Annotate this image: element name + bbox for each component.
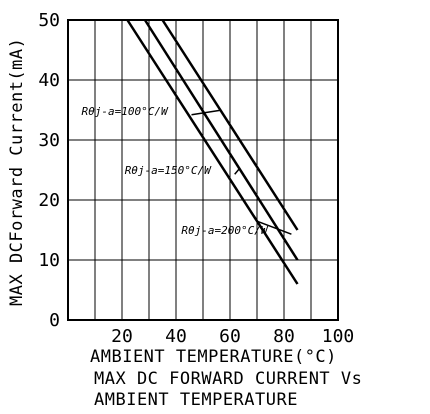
y-tick-label: 40 <box>38 70 60 91</box>
y-tick-labels: 0 10 20 30 40 50 <box>38 10 60 331</box>
x-tick-label: 20 <box>111 326 133 347</box>
y-tick-label: 10 <box>38 250 60 271</box>
series-line-0 <box>161 19 299 231</box>
y-tick-label: 0 <box>49 310 60 331</box>
x-tick-label: 40 <box>165 326 187 347</box>
annotation-leader-0 <box>191 109 221 116</box>
x-tick-label: 100 <box>322 326 355 347</box>
y-tick-label: 50 <box>38 10 60 31</box>
series-line-2 <box>126 19 299 285</box>
plot-frame <box>67 19 339 321</box>
caption-line-2: AMBIENT TEMPERATURE <box>94 390 298 410</box>
annotation-label-1: Rθj-a=150°C/W <box>125 164 212 177</box>
annotation-label-2: Rθj-a=200°C/W <box>181 224 268 237</box>
caption-line-1: MAX DC FORWARD CURRENT Vs <box>94 369 362 389</box>
x-tick-label: 60 <box>219 326 241 347</box>
x-tick-labels: 20 40 60 80 100 <box>111 326 354 347</box>
y-tick-label: 30 <box>38 130 60 151</box>
x-tick-label: 80 <box>273 326 295 347</box>
grid <box>68 20 338 320</box>
y-tick-label: 20 <box>38 190 60 211</box>
series-lines <box>126 19 299 285</box>
x-axis-label: AMBIENT TEMPERATURE(°C) <box>90 347 337 367</box>
annotations: Rθj-a=100°C/W Rθj-a=150°C/W Rθj-a=200°C/W <box>82 105 292 237</box>
annotation-leader-1 <box>234 168 241 175</box>
annotation-leader-2 <box>256 220 292 235</box>
series-line-1 <box>143 19 299 261</box>
annotation-label-0: Rθj-a=100°C/W <box>82 105 169 118</box>
y-axis-label: MAX DCForward Current(mA) <box>7 38 27 306</box>
